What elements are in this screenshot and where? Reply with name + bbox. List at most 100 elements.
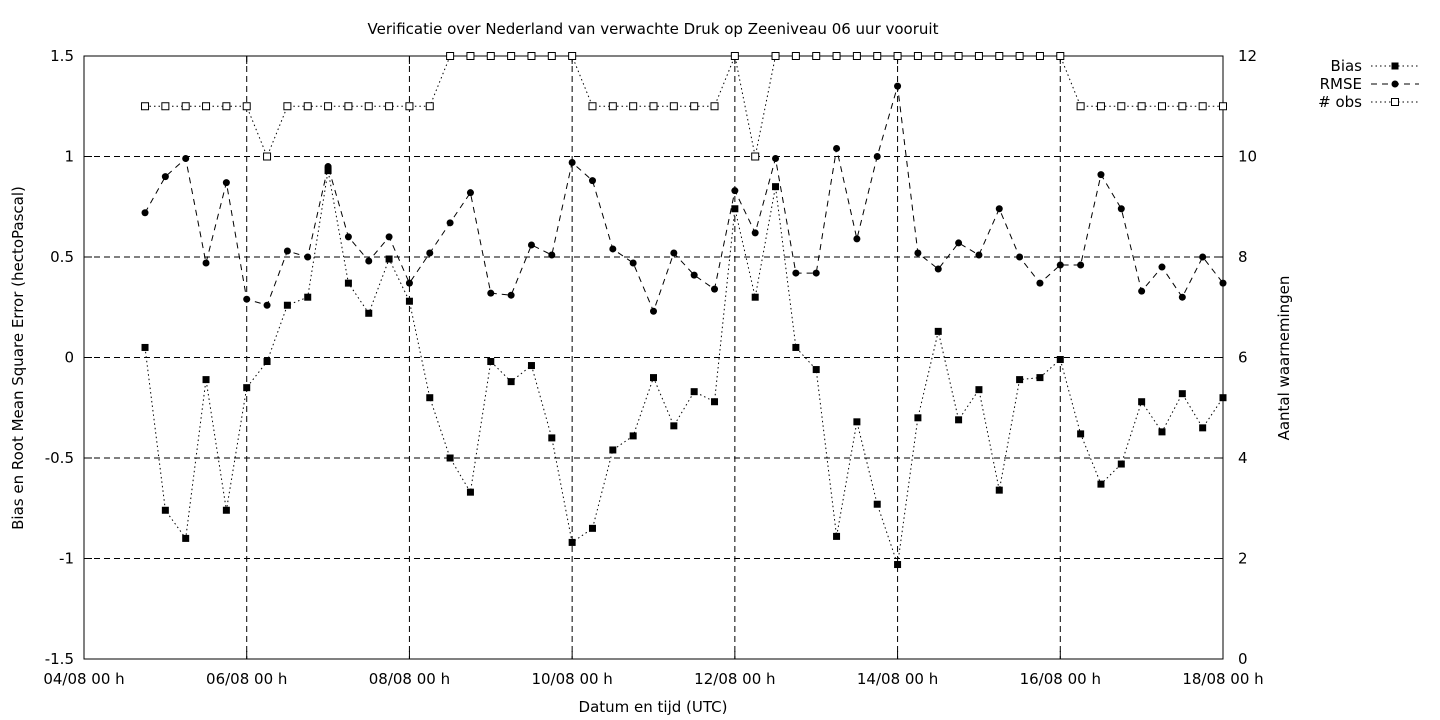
- data-point-obs: [873, 52, 882, 60]
- data-point-rmse: [690, 271, 698, 279]
- data-point-rmse: [873, 153, 881, 160]
- y2-tick-label: 8: [1238, 248, 1248, 266]
- y-tick-label: 0.5: [50, 248, 74, 266]
- data-point-obs: [974, 52, 983, 60]
- data-point-rmse: [588, 177, 596, 185]
- data-point-obs: [425, 102, 434, 111]
- data-point-bias: [446, 454, 454, 462]
- data-point-obs: [527, 52, 536, 60]
- data-point-bias: [263, 358, 271, 366]
- data-point-bias: [853, 418, 861, 426]
- data-point-rmse: [568, 159, 576, 167]
- series-line-bias: [144, 170, 1224, 565]
- legend-marker-obs: [1391, 98, 1399, 106]
- data-point-rmse: [182, 155, 190, 163]
- x-tick-label: 12/08 00 h: [694, 670, 775, 688]
- data-point-obs: [730, 52, 739, 60]
- data-point-rmse: [1219, 279, 1227, 287]
- data-point-rmse: [243, 295, 251, 303]
- data-point-bias: [873, 500, 881, 508]
- legend-label-bias: Bias: [1331, 57, 1363, 75]
- data-point-rmse: [324, 163, 332, 171]
- data-point-obs: [771, 52, 780, 60]
- y-tick-label: 0: [64, 349, 74, 367]
- legend-marker-rmse: [1391, 80, 1399, 88]
- data-point-bias: [670, 422, 678, 430]
- data-point-bias: [975, 386, 983, 394]
- data-point-obs: [568, 52, 577, 60]
- data-point-obs: [486, 52, 495, 60]
- data-point-obs: [710, 102, 719, 111]
- data-point-obs: [1178, 102, 1187, 111]
- legend-label-obs: # obs: [1318, 93, 1362, 111]
- data-point-bias: [222, 506, 230, 514]
- y-tick-label: 1.5: [50, 47, 74, 65]
- data-point-rmse: [161, 173, 169, 181]
- data-point-rmse: [934, 265, 942, 273]
- data-point-rmse: [304, 253, 312, 261]
- data-point-bias: [405, 297, 413, 305]
- data-point-rmse: [650, 307, 657, 315]
- data-point-bias: [1016, 376, 1024, 384]
- data-point-bias: [914, 414, 922, 422]
- data-point-rmse: [222, 179, 230, 187]
- data-point-obs: [466, 52, 475, 60]
- data-point-rmse: [1117, 205, 1125, 213]
- data-point-obs: [690, 102, 699, 111]
- data-point-bias: [833, 532, 841, 540]
- data-point-rmse: [1199, 253, 1207, 261]
- y-tick-label: -1: [59, 550, 74, 568]
- data-point-bias: [426, 394, 434, 402]
- data-point-rmse: [405, 279, 413, 287]
- data-point-obs: [161, 102, 170, 111]
- data-point-obs: [588, 102, 597, 111]
- data-point-obs: [1117, 102, 1126, 111]
- data-point-bias: [609, 446, 617, 454]
- data-point-bias: [1199, 424, 1207, 432]
- data-point-obs: [913, 52, 922, 60]
- data-point-bias: [243, 384, 251, 392]
- chart-title: Verificatie over Nederland van verwachte…: [368, 20, 939, 38]
- data-point-obs: [263, 152, 272, 161]
- data-point-obs: [1076, 102, 1085, 111]
- data-point-obs: [283, 102, 292, 111]
- data-point-obs: [669, 102, 678, 111]
- data-point-bias: [324, 167, 332, 175]
- data-point-obs: [629, 102, 638, 111]
- data-point-obs: [649, 102, 658, 111]
- data-point-rmse: [365, 257, 373, 265]
- data-point-obs: [303, 102, 312, 111]
- data-point-rmse: [1056, 261, 1064, 269]
- data-point-rmse: [263, 301, 271, 309]
- x-axis-label: Datum en tijd (UTC): [579, 698, 728, 716]
- data-point-obs: [547, 52, 556, 60]
- data-point-obs: [324, 102, 333, 111]
- data-point-rmse: [283, 247, 291, 255]
- x-tick-label: 06/08 00 h: [206, 670, 287, 688]
- data-point-bias: [161, 506, 169, 514]
- data-point-obs: [446, 52, 455, 60]
- data-point-rmse: [772, 155, 780, 163]
- data-point-bias: [507, 378, 515, 386]
- data-point-rmse: [466, 189, 474, 197]
- data-point-rmse: [1158, 263, 1166, 271]
- y-axis-label: Bias en Root Mean Square Error (hectoPas…: [9, 186, 27, 530]
- x-tick-label: 16/08 00 h: [1020, 670, 1101, 688]
- data-point-bias: [385, 255, 393, 263]
- data-point-rmse: [833, 144, 841, 152]
- data-point-rmse: [385, 233, 393, 241]
- data-point-bias: [1158, 428, 1166, 436]
- data-point-rmse: [548, 251, 556, 259]
- legend-marker-bias: [1391, 62, 1399, 70]
- data-point-bias: [1036, 374, 1044, 382]
- y2-tick-label: 0: [1238, 650, 1248, 668]
- data-point-rmse: [1077, 261, 1085, 269]
- data-point-bias: [751, 293, 759, 301]
- y2-tick-label: 6: [1238, 349, 1248, 367]
- data-point-obs: [344, 102, 353, 111]
- data-point-bias: [1077, 430, 1085, 438]
- series-line-rmse: [144, 85, 1224, 313]
- data-point-bias: [1178, 390, 1186, 398]
- x-tick-label: 18/08 00 h: [1182, 670, 1263, 688]
